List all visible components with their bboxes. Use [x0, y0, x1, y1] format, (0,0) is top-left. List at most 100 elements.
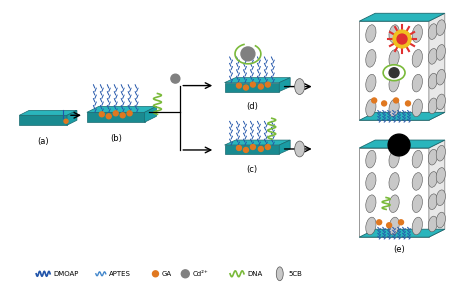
Polygon shape [429, 13, 445, 120]
Ellipse shape [436, 190, 446, 206]
Circle shape [182, 270, 189, 278]
Circle shape [237, 146, 241, 151]
Text: (f): (f) [394, 136, 404, 145]
Text: APTES: APTES [109, 271, 131, 277]
Ellipse shape [366, 25, 376, 42]
Ellipse shape [428, 194, 438, 210]
Ellipse shape [366, 195, 376, 213]
Polygon shape [359, 21, 429, 120]
Ellipse shape [436, 20, 446, 36]
Ellipse shape [428, 49, 438, 64]
Ellipse shape [428, 98, 438, 114]
Ellipse shape [389, 217, 399, 235]
Ellipse shape [383, 65, 405, 81]
Ellipse shape [412, 150, 422, 168]
Polygon shape [279, 78, 290, 91]
Ellipse shape [389, 173, 399, 190]
Circle shape [387, 223, 392, 228]
Ellipse shape [366, 99, 376, 117]
Ellipse shape [366, 217, 376, 235]
Polygon shape [359, 112, 445, 120]
Circle shape [389, 68, 399, 78]
Polygon shape [19, 110, 77, 115]
Text: (a): (a) [37, 137, 49, 146]
Circle shape [250, 82, 255, 87]
Ellipse shape [436, 69, 446, 85]
Ellipse shape [436, 94, 446, 110]
Ellipse shape [428, 172, 438, 187]
Circle shape [64, 119, 68, 123]
Circle shape [120, 113, 125, 118]
Circle shape [265, 82, 270, 87]
Text: (c): (c) [246, 165, 257, 174]
Ellipse shape [412, 173, 422, 190]
Polygon shape [359, 148, 429, 237]
Ellipse shape [389, 49, 399, 67]
Polygon shape [87, 112, 145, 122]
Ellipse shape [295, 79, 305, 94]
Circle shape [393, 98, 399, 103]
Ellipse shape [366, 150, 376, 168]
Circle shape [244, 85, 248, 90]
Text: DMOAP: DMOAP [53, 271, 79, 277]
Text: 5CB: 5CB [289, 271, 302, 277]
Ellipse shape [428, 73, 438, 89]
Ellipse shape [276, 267, 283, 281]
Polygon shape [225, 145, 279, 154]
Ellipse shape [436, 45, 446, 60]
Ellipse shape [389, 150, 399, 168]
Circle shape [399, 220, 403, 225]
Polygon shape [145, 106, 156, 122]
Ellipse shape [412, 195, 422, 213]
Ellipse shape [436, 168, 446, 183]
Ellipse shape [366, 173, 376, 190]
Polygon shape [225, 140, 290, 145]
Polygon shape [359, 229, 445, 237]
Circle shape [237, 83, 241, 88]
Circle shape [106, 114, 111, 119]
Circle shape [127, 111, 132, 116]
Polygon shape [279, 140, 290, 154]
Ellipse shape [436, 145, 446, 161]
Circle shape [393, 30, 411, 48]
Ellipse shape [436, 212, 446, 228]
Polygon shape [19, 115, 67, 125]
Circle shape [153, 271, 158, 277]
Ellipse shape [412, 74, 422, 92]
Circle shape [241, 47, 255, 61]
Ellipse shape [412, 49, 422, 67]
Circle shape [113, 111, 118, 116]
Circle shape [100, 112, 104, 117]
Ellipse shape [295, 141, 305, 157]
Text: GA: GA [162, 271, 172, 277]
Circle shape [377, 220, 382, 225]
Polygon shape [359, 140, 445, 148]
Ellipse shape [366, 49, 376, 67]
Text: (d): (d) [246, 102, 258, 111]
Circle shape [372, 98, 377, 103]
Circle shape [250, 145, 255, 149]
Text: (b): (b) [110, 134, 122, 143]
Text: (e): (e) [393, 245, 405, 254]
Circle shape [258, 146, 264, 151]
Circle shape [397, 34, 407, 44]
Ellipse shape [428, 24, 438, 39]
Ellipse shape [389, 99, 399, 117]
Polygon shape [429, 140, 445, 237]
Circle shape [388, 134, 410, 156]
Polygon shape [225, 78, 290, 83]
Ellipse shape [366, 74, 376, 92]
Ellipse shape [412, 217, 422, 235]
Circle shape [382, 101, 387, 106]
Circle shape [405, 101, 410, 106]
Ellipse shape [389, 195, 399, 213]
Polygon shape [67, 110, 77, 125]
Text: Cd²⁺: Cd²⁺ [192, 271, 208, 277]
Ellipse shape [412, 99, 422, 117]
Ellipse shape [389, 25, 399, 42]
Text: DNA: DNA [247, 271, 262, 277]
Ellipse shape [389, 74, 399, 92]
Ellipse shape [428, 216, 438, 232]
Circle shape [265, 145, 270, 149]
Circle shape [258, 84, 264, 89]
